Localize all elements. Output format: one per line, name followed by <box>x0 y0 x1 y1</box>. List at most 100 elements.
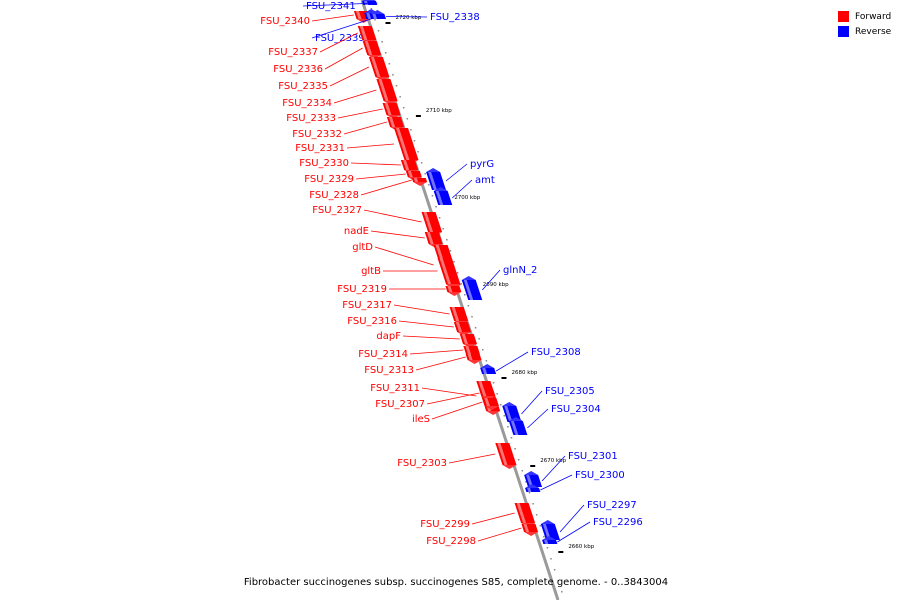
gene-label[interactable]: FSU_2329 <box>304 174 354 185</box>
gene-label[interactable]: FSU_2328 <box>309 190 359 201</box>
gene-highlight <box>461 334 469 344</box>
gene-fsu-2338[interactable]: FSU_2338 <box>370 10 480 23</box>
gene-label[interactable]: FSU_2301 <box>568 451 618 462</box>
gene-label[interactable]: dapF <box>376 331 401 342</box>
gene-label[interactable]: FSU_2308 <box>531 347 581 358</box>
gene-arrowhead <box>502 465 517 469</box>
gene-fsu-2299[interactable]: FSU_2299 <box>420 503 536 530</box>
legend-label-forward: Forward <box>855 11 892 22</box>
axis-dot <box>492 382 495 384</box>
gene-label[interactable]: FSU_2307 <box>375 399 425 410</box>
gene-label[interactable]: FSU_2300 <box>575 470 625 481</box>
label-leader-line <box>409 349 464 355</box>
gene-arrowhead <box>447 292 462 296</box>
gene-label[interactable]: ileS <box>412 414 430 425</box>
gene-label[interactable]: FSU_2314 <box>358 349 408 360</box>
axis-dot <box>384 52 387 54</box>
gene-fsu-2332[interactable]: FSU_2332 <box>292 117 405 140</box>
gene-fsu-2328[interactable]: FSU_2328 <box>309 178 428 201</box>
label-leader-line <box>540 474 573 491</box>
gene-label[interactable]: FSU_2333 <box>286 113 336 124</box>
gene-label[interactable]: FSU_2337 <box>268 47 318 58</box>
gene-label[interactable]: amt <box>475 175 495 186</box>
gene-fsu-2304[interactable]: FSU_2304 <box>508 404 601 435</box>
gene-arrowhead <box>480 364 495 368</box>
gene-glnn-2[interactable]: glnN_2 <box>461 265 538 300</box>
gene-arrowhead <box>370 10 385 14</box>
label-leader-line <box>374 246 434 266</box>
gene-label[interactable]: FSU_2317 <box>342 300 392 311</box>
gene-label[interactable]: FSU_2341 <box>306 1 356 12</box>
gene-label[interactable]: pyrG <box>470 159 494 170</box>
label-leader-line <box>481 269 501 291</box>
gene-fsu-2336[interactable]: FSU_2336 <box>273 41 382 75</box>
label-leader-line <box>311 15 381 39</box>
gene-label[interactable]: FSU_2334 <box>282 98 332 109</box>
axis-dot <box>428 184 430 186</box>
gene-label[interactable]: FSU_2340 <box>260 16 310 27</box>
gene-fsu-2319[interactable]: FSU_2319 <box>337 284 462 296</box>
gene-dapf[interactable]: dapF <box>376 331 478 348</box>
gene-label[interactable]: FSU_2327 <box>312 205 362 216</box>
gene-label[interactable]: FSU_2336 <box>273 64 323 75</box>
gene-label[interactable]: FSU_2330 <box>299 158 349 169</box>
gene-label[interactable]: FSU_2338 <box>430 12 480 23</box>
gene-fsu-2298[interactable]: FSU_2298 <box>426 524 539 547</box>
gene-arrowhead <box>361 0 376 1</box>
gene-fsu-2307[interactable]: FSU_2307 <box>375 390 496 410</box>
gene-label[interactable]: gltD <box>352 242 373 253</box>
axis-dot <box>424 173 427 175</box>
gene-label[interactable]: glnN_2 <box>503 265 537 276</box>
gene-fsu-2297[interactable]: FSU_2297 <box>540 500 637 540</box>
gene-fsu-2296[interactable]: FSU_2296 <box>542 517 643 544</box>
gene-arrowhead <box>524 532 539 536</box>
gene-label[interactable]: nadE <box>344 226 369 237</box>
gene-iles[interactable]: ileS <box>412 398 499 425</box>
gene-fsu-2316[interactable]: FSU_2316 <box>347 316 472 336</box>
gene-highlight <box>388 117 396 127</box>
axis-dot <box>499 404 502 406</box>
gene-label[interactable]: FSU_2339 <box>315 33 365 44</box>
gene-label[interactable]: FSU_2297 <box>587 500 637 511</box>
gene-fsu-2300[interactable]: FSU_2300 <box>525 470 625 492</box>
gene-highlight <box>510 421 519 435</box>
gene-label[interactable]: FSU_2303 <box>397 458 447 469</box>
gene-label[interactable]: FSU_2304 <box>551 404 601 415</box>
gene-label[interactable]: FSU_2331 <box>295 143 345 154</box>
gene-highlight <box>355 11 362 19</box>
legend: Forward Reverse <box>838 9 891 39</box>
label-leader-line <box>386 16 428 18</box>
gene-label[interactable]: FSU_2298 <box>426 536 476 547</box>
gene-fsu-2303[interactable]: FSU_2303 <box>397 443 517 469</box>
gene-fsu-2341[interactable]: FSU_2341 <box>302 0 378 12</box>
gene-fsu-2327[interactable]: FSU_2327 <box>312 205 443 236</box>
gene-arrowhead <box>486 411 501 415</box>
gene-pyrg[interactable]: pyrG <box>426 159 494 190</box>
gene-fsu-2308[interactable]: FSU_2308 <box>480 347 581 374</box>
gene-highlight <box>465 346 471 354</box>
axis-dot <box>453 261 455 263</box>
gene-label[interactable]: FSU_2296 <box>593 517 643 528</box>
gene-fsu-2330[interactable]: FSU_2330 <box>299 158 419 174</box>
gene-arrowhead <box>508 417 523 421</box>
label-leader-line <box>329 66 370 87</box>
gene-label[interactable]: FSU_2332 <box>292 129 342 140</box>
label-leader-line <box>415 356 466 371</box>
gene-label[interactable]: FSU_2319 <box>337 284 387 295</box>
gene-fsu-2333[interactable]: FSU_2333 <box>286 103 401 124</box>
gene-label[interactable]: FSU_2305 <box>545 386 595 397</box>
gene-label[interactable]: FSU_2316 <box>347 316 397 327</box>
gene-fsu-2313[interactable]: FSU_2313 <box>364 354 482 376</box>
gene-fsu-2331[interactable]: FSU_2331 <box>295 128 419 164</box>
gene-label[interactable]: FSU_2313 <box>364 365 414 376</box>
tick-mark <box>385 22 391 24</box>
gene-label[interactable]: gltB <box>361 266 381 277</box>
gene-fsu-2301[interactable]: FSU_2301 <box>524 451 618 487</box>
tick-label: 2660 kbp <box>568 544 594 550</box>
gene-fsu-2329[interactable]: FSU_2329 <box>304 171 422 185</box>
gene-label[interactable]: FSU_2299 <box>420 519 470 530</box>
gene-label[interactable]: FSU_2311 <box>370 383 420 394</box>
gene-amt[interactable]: amt <box>433 175 495 205</box>
gene-label[interactable]: FSU_2335 <box>278 81 328 92</box>
axis-dot <box>370 8 373 10</box>
